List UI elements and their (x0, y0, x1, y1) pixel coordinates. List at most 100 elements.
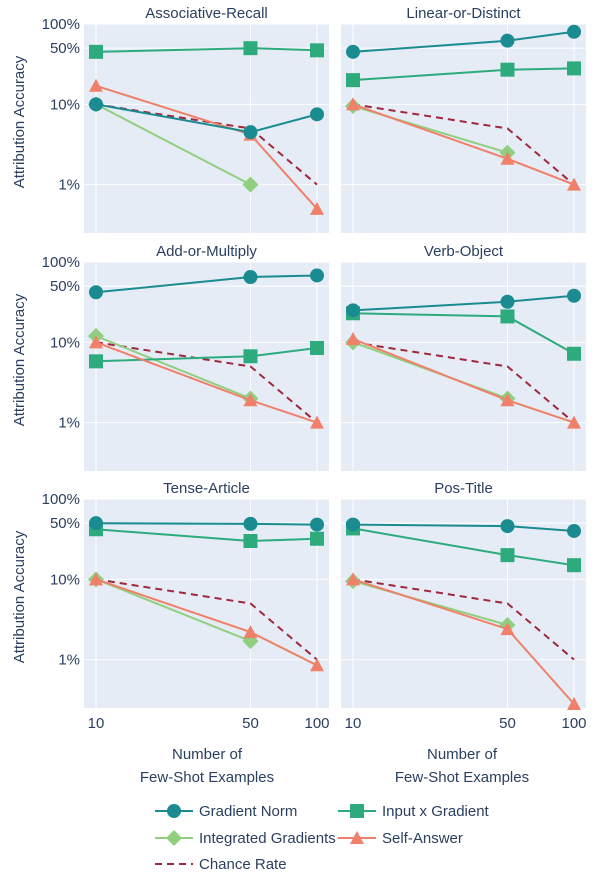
x-tick-label-pos-title-10: 10 (345, 715, 362, 732)
marker-input-x-gradient-verb-object-2 (567, 346, 581, 361)
legend: Gradient Norm Input x Gradient Integrate… (155, 803, 490, 873)
y-tick-label-associative-recall-1-: 1% (58, 177, 80, 194)
marker-gradient-norm-associative-recall-2 (310, 107, 324, 122)
marker-self-answer-verb-object-2 (567, 415, 581, 429)
marker-gradient-norm-linear-or-distinct-1 (500, 33, 515, 48)
marker-gradient-norm-tense-article-2 (310, 517, 324, 532)
panel-title-linear-or-distinct: Linear-or-Distinct (406, 5, 521, 22)
panel-background-verb-object (341, 262, 586, 471)
x-tick-label-tense-article-50: 50 (242, 715, 259, 732)
marker-self-answer-pos-title-1 (500, 622, 515, 636)
panel-title-pos-title: Pos-Title (434, 480, 493, 497)
panel-add-or-multiply: Add-or-Multiply 100% 50% 10% 1% (42, 243, 329, 471)
marker-input-x-gradient-verb-object-1 (500, 309, 515, 324)
panel-title-verb-object: Verb-Object (424, 243, 504, 260)
legend-label-integrated-gradients: Integrated Gradients (199, 830, 336, 847)
marker-gradient-norm-pos-title-1 (500, 519, 515, 534)
marker-self-answer-linear-or-distinct-2 (567, 177, 581, 191)
legend-item-integrated-gradients[interactable]: Integrated Gradients (155, 830, 336, 847)
series-line-chance-rate-verb-object (352, 341, 575, 424)
x-axis-label-right-line1: Number of (427, 746, 498, 763)
panel-tense-article: Tense-Article 100% 50% 10% 1% 10 50 100 (42, 480, 330, 732)
marker-self-answer-add-or-multiply-1 (243, 393, 258, 407)
legend-item-input-x-gradient[interactable]: Input x Gradient (338, 803, 490, 820)
marker-input-x-gradient-add-or-multiply-2 (310, 340, 324, 355)
panel-title-tense-article: Tense-Article (163, 480, 250, 497)
marker-self-answer-add-or-multiply-2 (310, 415, 324, 429)
panel-background-linear-or-distinct (341, 24, 586, 233)
x-axis-label-left-line2: Few-Shot Examples (140, 769, 274, 786)
y-tick-label-tense-article-100-: 100% (42, 491, 80, 508)
legend-label-self-answer: Self-Answer (382, 830, 463, 847)
marker-input-x-gradient-tense-article-2 (310, 531, 324, 546)
x-axis-label-left-line1: Number of (172, 746, 243, 763)
marker-self-answer-pos-title-0 (346, 572, 360, 586)
marker-self-answer-verb-object-0 (346, 331, 360, 345)
marker-input-x-gradient-pos-title-1 (500, 548, 515, 563)
series-line-chance-rate-pos-title (352, 578, 575, 661)
marker-gradient-norm-associative-recall-0 (89, 97, 103, 112)
legend-item-self-answer[interactable]: Self-Answer (338, 830, 463, 847)
marker-self-answer-associative-recall-0 (89, 78, 103, 92)
marker-input-x-gradient-pos-title-2 (567, 558, 581, 573)
marker-integrated-gradients-associative-recall-1 (242, 176, 259, 193)
marker-input-x-gradient-associative-recall-1 (243, 41, 258, 56)
y-tick-label-tense-article-1-: 1% (58, 652, 80, 669)
marker-self-answer-verb-object-1 (500, 393, 515, 407)
y-tick-label-add-or-multiply-50-: 50% (50, 278, 80, 295)
marker-self-answer-linear-or-distinct-0 (346, 97, 360, 111)
y-tick-label-associative-recall-100-: 100% (42, 16, 80, 33)
marker-gradient-norm-pos-title-2 (567, 523, 581, 538)
panels-layer: Associative-Recall 100% 50% 10% 1% Linear-or-… (42, 5, 587, 732)
panel-background-add-or-multiply (84, 262, 329, 471)
panel-associative-recall: Associative-Recall 100% 50% 10% 1% (42, 5, 329, 233)
marker-input-x-gradient-linear-or-distinct-0 (346, 73, 360, 88)
marker-self-answer-tense-article-2 (310, 658, 324, 672)
marker-input-x-gradient-add-or-multiply-0 (89, 354, 103, 369)
legend-label-gradient-norm: Gradient Norm (199, 803, 297, 820)
legend-label-input-x-gradient: Input x Gradient (382, 803, 490, 820)
y-axis-label-row-3: Attribution Accuracy (11, 530, 28, 663)
series-line-integrated-gradients-tense-article (95, 578, 251, 643)
y-axis-label-row-1: Attribution Accuracy (11, 55, 28, 188)
panel-linear-or-distinct: Linear-or-Distinct (341, 5, 586, 233)
panel-title-associative-recall: Associative-Recall (145, 5, 268, 22)
marker-input-x-gradient-linear-or-distinct-1 (500, 62, 515, 77)
y-tick-label-associative-recall-50-: 50% (50, 40, 80, 57)
x-tick-label-pos-title-100: 100 (561, 715, 586, 732)
y-tick-label-add-or-multiply-10-: 10% (50, 334, 80, 351)
marker-self-answer-add-or-multiply-0 (89, 335, 103, 349)
marker-gradient-norm-verb-object-0 (346, 303, 360, 318)
legend-marker-self-answer (350, 831, 364, 844)
legend-item-gradient-norm[interactable]: Gradient Norm (155, 803, 297, 820)
series-line-chance-rate-tense-article (95, 578, 318, 661)
x-tick-label-pos-title-50: 50 (499, 715, 516, 732)
legend-marker-gradient-norm (167, 804, 181, 818)
marker-input-x-gradient-add-or-multiply-1 (243, 349, 258, 364)
marker-gradient-norm-add-or-multiply-0 (89, 285, 103, 300)
marker-input-x-gradient-tense-article-1 (243, 533, 258, 548)
panel-background-tense-article (84, 499, 329, 708)
y-tick-label-tense-article-50-: 50% (50, 515, 80, 532)
legend-item-chance-rate[interactable]: Chance Rate (155, 856, 287, 873)
series-line-integrated-gradients-add-or-multiply (95, 335, 251, 400)
marker-input-x-gradient-associative-recall-0 (89, 44, 103, 59)
panel-background-associative-recall (84, 24, 329, 233)
legend-marker-input-x-gradient (350, 804, 364, 818)
marker-self-answer-tense-article-1 (243, 625, 258, 639)
marker-self-answer-linear-or-distinct-1 (500, 151, 515, 165)
marker-input-x-gradient-associative-recall-2 (310, 43, 324, 58)
marker-gradient-norm-verb-object-2 (567, 288, 581, 303)
marker-gradient-norm-pos-title-0 (346, 517, 360, 532)
series-line-chance-rate-add-or-multiply (95, 341, 318, 424)
x-tick-label-tense-article-10: 10 (88, 715, 105, 732)
marker-gradient-norm-add-or-multiply-2 (310, 268, 324, 283)
panel-pos-title: Pos-Title 10 50 100 (341, 480, 587, 732)
series-line-integrated-gradients-associative-recall (95, 103, 251, 186)
y-tick-label-tense-article-10-: 10% (50, 571, 80, 588)
legend-marker-integrated-gradients (166, 830, 182, 846)
marker-self-answer-pos-title-2 (567, 697, 581, 711)
marker-gradient-norm-linear-or-distinct-2 (567, 24, 581, 39)
